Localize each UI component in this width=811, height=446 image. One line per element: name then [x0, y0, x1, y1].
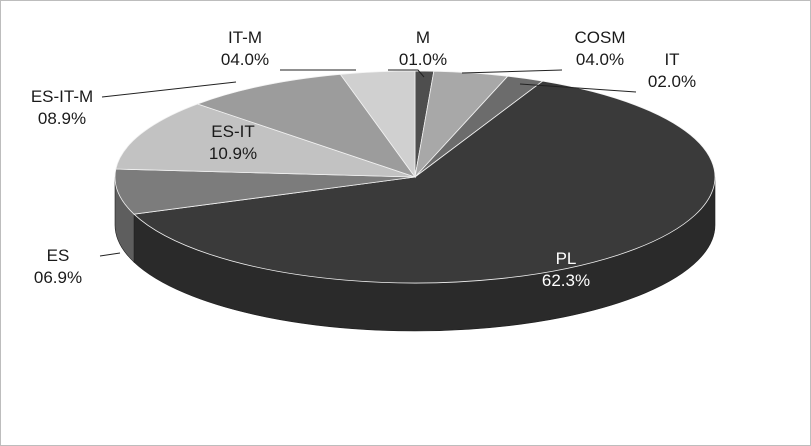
slice-label-es-it-m: ES-IT-M	[31, 87, 93, 106]
pie-slice-es-it-m	[196, 73, 417, 178]
pie-labels: PL 62.3% ES 06.9% ES-IT 10.9% ES-IT-M 08.9% IT-M…	[31, 28, 696, 290]
leader-line-es	[99, 252, 121, 257]
slice-label-es-it: ES-IT	[211, 122, 254, 141]
slice-label-m: M	[416, 28, 430, 47]
slice-label-it: IT	[664, 50, 679, 69]
slice-label-cosm: COSM	[575, 28, 626, 47]
leader-line-es-it-m	[101, 81, 237, 98]
leader-line-cosm	[461, 69, 563, 74]
leader-line-m	[388, 69, 425, 78]
slice-label-it-m: IT-M	[228, 28, 262, 47]
pie-slice-es	[114, 168, 416, 215]
slice-label-es: ES	[47, 246, 70, 265]
slice-value-es-it-m: 08.9%	[38, 109, 86, 128]
pie-slice-pl	[133, 80, 716, 284]
slice-value-es-it: 10.9%	[209, 144, 257, 163]
pie-slice-it-m	[339, 70, 416, 179]
slice-label-pl: PL	[556, 249, 577, 268]
slice-value-it: 02.0%	[648, 72, 696, 91]
leader-line-it	[519, 83, 637, 93]
slice-value-it-m: 04.0%	[221, 50, 269, 69]
slice-value-es: 06.9%	[34, 268, 82, 287]
slice-value-pl: 62.3%	[542, 271, 590, 290]
pie-slice-es-it	[115, 103, 416, 178]
pie-slices	[114, 70, 716, 284]
slice-value-m: 01.0%	[399, 50, 447, 69]
slice-value-cosm: 04.0%	[576, 50, 624, 69]
